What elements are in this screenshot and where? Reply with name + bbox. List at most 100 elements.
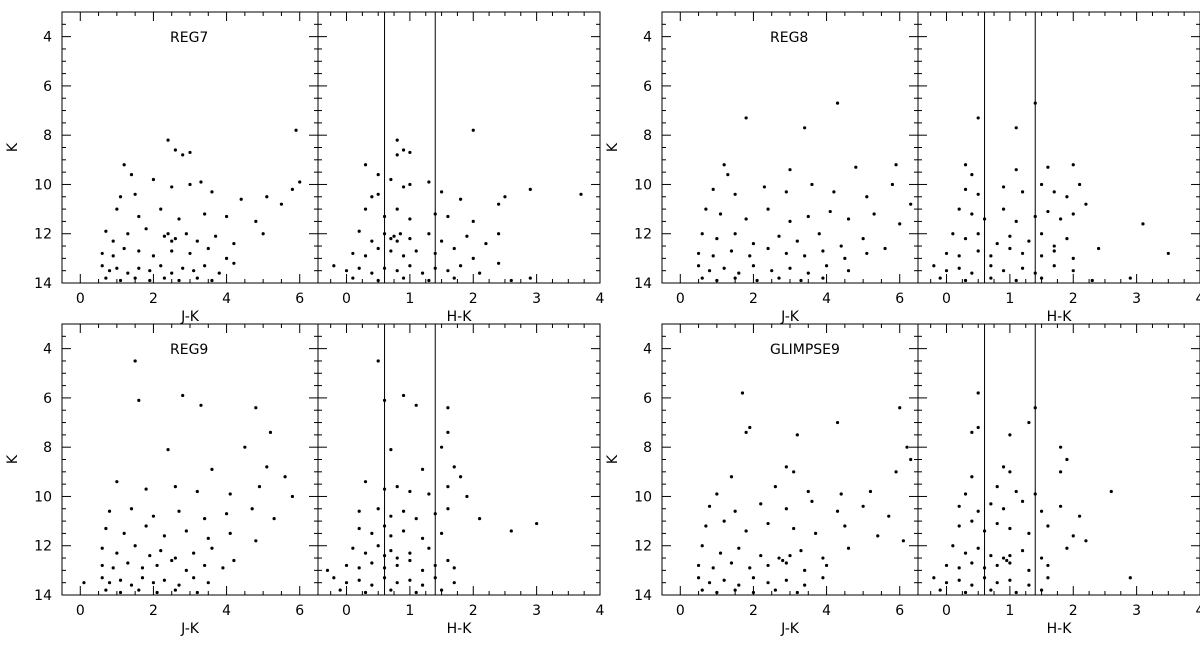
region-label: GLIMPSE9	[770, 342, 840, 358]
data-point	[795, 590, 799, 595]
data-point	[446, 406, 450, 410]
data-point	[224, 512, 229, 516]
data-point	[963, 163, 968, 167]
data-point	[1077, 514, 1082, 518]
cmd-reg8-jk-frame	[661, 11, 919, 284]
data-point	[228, 492, 232, 496]
data-point	[901, 539, 905, 543]
data-point	[737, 546, 741, 550]
data-point	[420, 467, 425, 471]
data-point	[363, 207, 368, 211]
data-point	[118, 278, 123, 283]
data-point	[151, 177, 156, 182]
data-point	[1084, 202, 1088, 206]
data-point	[290, 494, 294, 499]
data-point	[363, 480, 368, 484]
data-point	[995, 521, 999, 526]
data-point	[784, 507, 788, 511]
data-point	[1071, 163, 1075, 167]
data-point	[729, 249, 734, 253]
data-point	[905, 445, 909, 449]
data-point	[792, 526, 796, 531]
data-point	[715, 590, 719, 595]
data-point	[982, 529, 987, 533]
x-axis-label: J-K	[780, 621, 800, 637]
xtick-label: 4	[596, 291, 605, 307]
data-point	[579, 192, 583, 196]
data-point	[704, 524, 708, 528]
data-point	[254, 219, 258, 224]
data-point	[1020, 251, 1025, 256]
data-point	[420, 568, 425, 572]
data-point	[173, 485, 177, 489]
data-point	[1020, 190, 1025, 194]
data-point	[184, 568, 188, 572]
ytick-label: 14	[634, 588, 652, 604]
data-point	[155, 590, 159, 595]
data-point	[894, 163, 898, 167]
data-point	[420, 271, 425, 275]
data-point	[770, 269, 774, 273]
data-point	[759, 553, 763, 558]
xtick-label: 4	[1196, 291, 1200, 307]
data-point	[376, 544, 380, 548]
data-point	[115, 480, 119, 484]
data-point	[210, 467, 214, 471]
data-point	[332, 576, 336, 580]
xtick-label: 6	[895, 291, 904, 307]
data-point	[228, 531, 232, 536]
data-point	[944, 251, 949, 256]
data-point	[107, 581, 112, 585]
data-point	[133, 276, 137, 280]
x-axis-label: J-K	[780, 309, 800, 325]
data-point	[932, 264, 936, 268]
data-point	[408, 217, 412, 221]
data-point	[162, 534, 166, 538]
data-point	[781, 558, 785, 563]
data-point	[357, 509, 361, 513]
data-point	[733, 192, 737, 196]
data-point	[395, 138, 399, 142]
data-point	[696, 576, 701, 580]
data-point	[363, 254, 368, 258]
data-point	[395, 556, 399, 560]
data-point	[1008, 526, 1012, 531]
data-point	[298, 180, 302, 184]
data-point	[751, 264, 756, 268]
data-point	[261, 232, 265, 236]
data-point	[357, 526, 361, 531]
data-point	[1071, 256, 1075, 260]
data-point	[1039, 182, 1044, 187]
data-point	[1001, 207, 1006, 211]
data-point	[1033, 492, 1037, 496]
data-point	[133, 544, 137, 548]
data-point	[696, 251, 701, 256]
data-point	[129, 173, 134, 177]
ytick-label: 12	[634, 227, 652, 243]
data-point	[283, 475, 287, 479]
data-point	[389, 588, 393, 592]
data-point	[995, 485, 999, 489]
data-point	[144, 524, 148, 528]
data-point	[707, 269, 712, 273]
data-point	[1001, 556, 1006, 560]
data-point	[427, 546, 431, 550]
data-point	[784, 190, 788, 194]
data-point	[718, 212, 723, 216]
data-point	[382, 524, 387, 528]
data-point	[452, 465, 456, 469]
data-point	[82, 581, 86, 585]
data-point	[1008, 433, 1012, 437]
data-point	[173, 148, 177, 152]
data-point	[707, 581, 712, 585]
ytick-label: 12	[634, 539, 652, 555]
ytick-label: 12	[34, 539, 52, 555]
data-point	[452, 246, 456, 251]
data-point	[976, 249, 980, 253]
data-point	[944, 563, 949, 568]
cmd-reg8-hk-panel: 0 1 2 3 4 H-K	[917, 11, 1200, 325]
data-point	[1090, 278, 1094, 283]
data-point	[133, 359, 137, 363]
data-point	[715, 278, 719, 283]
